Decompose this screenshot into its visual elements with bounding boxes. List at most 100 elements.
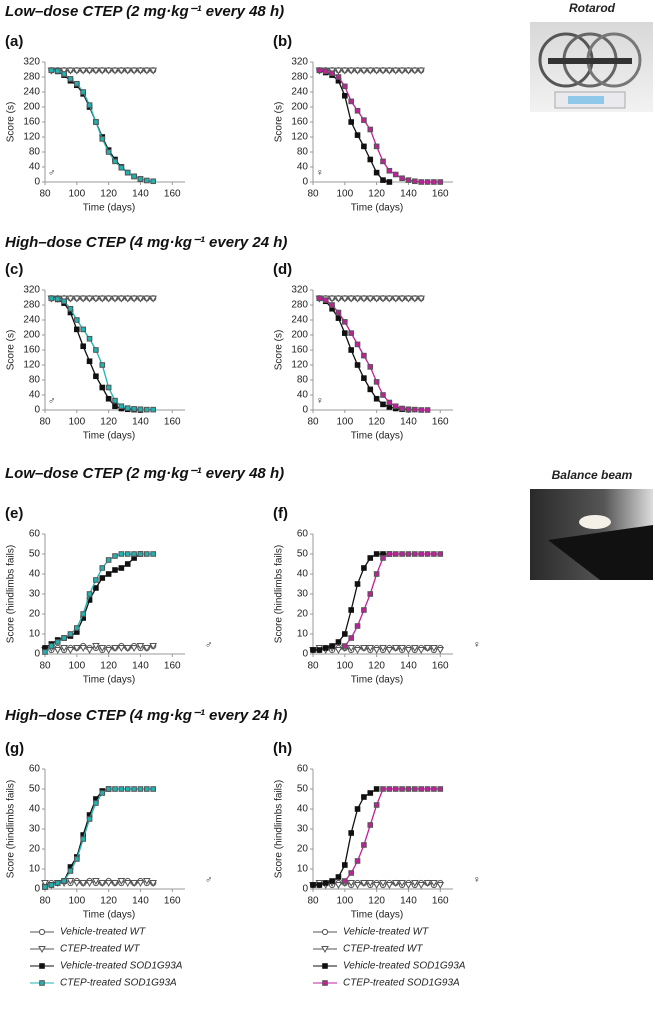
marker — [80, 326, 86, 333]
y-tick-label: 120 — [23, 360, 40, 371]
x-tick-label: 100 — [336, 661, 353, 672]
y-tick-label: 0 — [34, 177, 40, 188]
marker — [79, 645, 88, 653]
marker — [321, 946, 329, 954]
marker — [137, 551, 144, 557]
marker — [361, 143, 367, 150]
marker — [322, 297, 329, 303]
marker — [67, 868, 74, 874]
series-line — [44, 553, 141, 649]
x-tick-label: 100 — [68, 896, 85, 907]
marker — [322, 645, 329, 651]
marker — [99, 362, 106, 368]
y-tick-label: 10 — [29, 864, 41, 875]
marker — [367, 790, 374, 796]
marker — [123, 880, 132, 888]
marker — [380, 392, 386, 398]
marker — [79, 295, 88, 303]
marker — [404, 67, 413, 75]
series-line — [51, 297, 154, 411]
marker — [424, 786, 431, 792]
marker — [142, 295, 151, 303]
marker — [418, 551, 424, 557]
marker — [399, 551, 405, 557]
y-tick-label: 200 — [23, 102, 40, 113]
marker — [93, 373, 99, 380]
marker — [41, 880, 49, 888]
marker — [379, 295, 387, 303]
marker — [150, 551, 156, 557]
marker — [417, 647, 426, 655]
marker — [423, 880, 432, 888]
x-tick-label: 100 — [336, 189, 353, 200]
marker — [412, 178, 418, 185]
marker — [72, 295, 81, 303]
x-tick-label: 100 — [68, 661, 85, 672]
marker — [80, 611, 86, 617]
marker — [353, 882, 362, 890]
marker — [98, 645, 107, 653]
marker — [80, 89, 86, 95]
sex-symbol: ♀ — [316, 396, 324, 407]
balance-beam-photo — [530, 489, 653, 580]
marker — [66, 878, 75, 886]
marker — [123, 295, 132, 303]
marker — [431, 786, 437, 792]
series-line — [319, 69, 390, 183]
marker — [124, 169, 131, 176]
y-axis-label: Score (s) — [6, 330, 17, 371]
marker — [391, 880, 400, 888]
marker — [417, 295, 426, 303]
marker — [144, 406, 150, 413]
x-tick-label: 80 — [307, 417, 319, 428]
y-tick-label: 50 — [29, 549, 41, 560]
marker — [380, 158, 386, 165]
marker — [366, 295, 375, 303]
x-axis-label: Time (days) — [83, 675, 135, 686]
marker — [360, 880, 368, 888]
legend-label: Vehicle-treated SOD1G93A — [343, 961, 466, 972]
marker — [437, 179, 444, 185]
marker — [410, 645, 419, 653]
y-tick-label: 0 — [302, 405, 308, 416]
y-tick-label: 0 — [302, 649, 308, 660]
marker — [98, 67, 107, 75]
sex-symbol: ♂ — [205, 640, 213, 651]
marker — [93, 119, 99, 125]
marker — [142, 645, 151, 653]
panel-label: (d) — [273, 261, 292, 278]
marker — [348, 830, 354, 836]
marker — [348, 330, 354, 336]
marker — [61, 71, 67, 77]
marker — [391, 645, 400, 653]
marker — [118, 565, 125, 571]
marker — [38, 946, 46, 954]
marker — [111, 645, 119, 653]
y-axis-label: Score (hindlimbs fails) — [274, 545, 285, 643]
marker — [85, 67, 94, 75]
marker — [321, 928, 329, 936]
marker — [92, 67, 100, 75]
marker — [405, 406, 412, 413]
x-tick-label: 160 — [432, 661, 449, 672]
marker — [430, 645, 438, 653]
marker — [123, 645, 132, 653]
marker — [99, 790, 106, 796]
y-tick-label: 280 — [291, 72, 308, 83]
x-tick-label: 100 — [68, 417, 85, 428]
sex-symbol: ♂ — [48, 396, 56, 407]
marker — [372, 882, 381, 890]
marker — [54, 639, 61, 645]
marker — [436, 882, 445, 890]
marker — [366, 880, 375, 888]
marker — [405, 551, 412, 557]
marker — [354, 806, 361, 812]
marker — [392, 403, 399, 410]
marker — [354, 581, 361, 587]
x-tick-label: 140 — [400, 189, 417, 200]
y-tick-label: 50 — [297, 549, 309, 560]
marker — [130, 880, 138, 888]
marker — [373, 571, 380, 577]
y-tick-label: 20 — [297, 844, 309, 855]
y-tick-label: 320 — [291, 57, 308, 68]
